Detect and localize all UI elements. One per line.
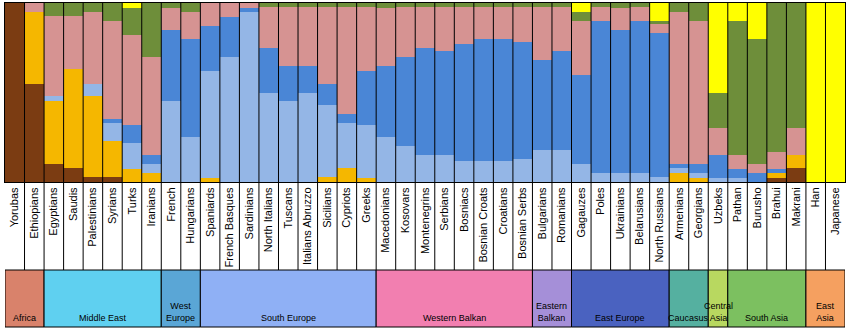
svg-text:Croatians: Croatians [497,187,509,235]
svg-text:French: French [165,187,177,221]
svg-text:Bulgarians: Bulgarians [536,187,548,239]
svg-text:North Russians: North Russians [653,187,665,263]
svg-text:Montenegrins: Montenegrins [419,187,431,254]
svg-text:Western Balkan: Western Balkan [423,313,486,323]
svg-text:Serbians: Serbians [438,187,450,231]
svg-text:Sicilians: Sicilians [321,187,333,228]
svg-text:Han: Han [809,187,821,207]
svg-text:Tuscans: Tuscans [282,187,294,229]
svg-text:Kosovars: Kosovars [399,187,411,233]
svg-text:Ethiopians: Ethiopians [28,187,40,239]
svg-text:Japanese: Japanese [829,187,841,235]
svg-text:Turks: Turks [126,187,138,215]
svg-text:Makrani: Makrani [790,187,802,226]
svg-text:EasternBalkan: EasternBalkan [536,301,567,323]
svg-text:Gagauzes: Gagauzes [575,187,587,238]
svg-text:Belarusians: Belarusians [633,187,645,245]
svg-text:Uzbeks: Uzbeks [712,187,724,224]
svg-text:Bosniacs: Bosniacs [458,187,470,232]
svg-text:WestEurope: WestEurope [166,301,195,323]
svg-text:Bosnian Croats: Bosnian Croats [477,187,489,263]
svg-text:Burusho: Burusho [751,187,763,228]
svg-text:Italians Abruzzo: Italians Abruzzo [301,187,313,265]
svg-text:East Europe: East Europe [595,313,645,323]
svg-text:CentralAsia: CentralAsia [704,301,733,323]
svg-text:EastAsia: EastAsia [816,301,835,323]
svg-text:Cypriots: Cypriots [340,187,352,228]
svg-text:Middle East: Middle East [79,313,127,323]
svg-text:Romanians: Romanians [555,187,567,243]
svg-text:Greeks: Greeks [360,187,372,223]
svg-text:French Basques: French Basques [223,187,235,268]
svg-text:Iranians: Iranians [145,187,157,227]
svg-text:Saudis: Saudis [67,187,79,221]
svg-text:Caucasus: Caucasus [668,313,709,323]
svg-text:Palestinians: Palestinians [86,187,98,247]
svg-text:Egyptians: Egyptians [47,187,59,236]
svg-text:Brahui: Brahui [770,187,782,219]
svg-text:Ukrainians: Ukrainians [614,187,626,239]
svg-text:Bosnian Serbs: Bosnian Serbs [516,187,528,259]
svg-text:Yorubas: Yorubas [8,187,20,227]
svg-text:Macedonians: Macedonians [380,187,392,253]
svg-text:South Asia: South Asia [745,313,788,323]
svg-text:Africa: Africa [13,313,36,323]
svg-text:Poles: Poles [594,187,606,215]
svg-text:South Europe: South Europe [261,313,316,323]
svg-text:Armenians: Armenians [673,187,685,240]
svg-text:Sardinians: Sardinians [243,187,255,239]
svg-text:Pathan: Pathan [731,187,743,222]
svg-text:Georgians: Georgians [692,187,704,238]
svg-text:Syrians: Syrians [106,187,118,224]
svg-text:North Italians: North Italians [262,187,274,252]
svg-text:Hungarians: Hungarians [184,187,196,244]
svg-text:Spaniards: Spaniards [204,187,216,237]
